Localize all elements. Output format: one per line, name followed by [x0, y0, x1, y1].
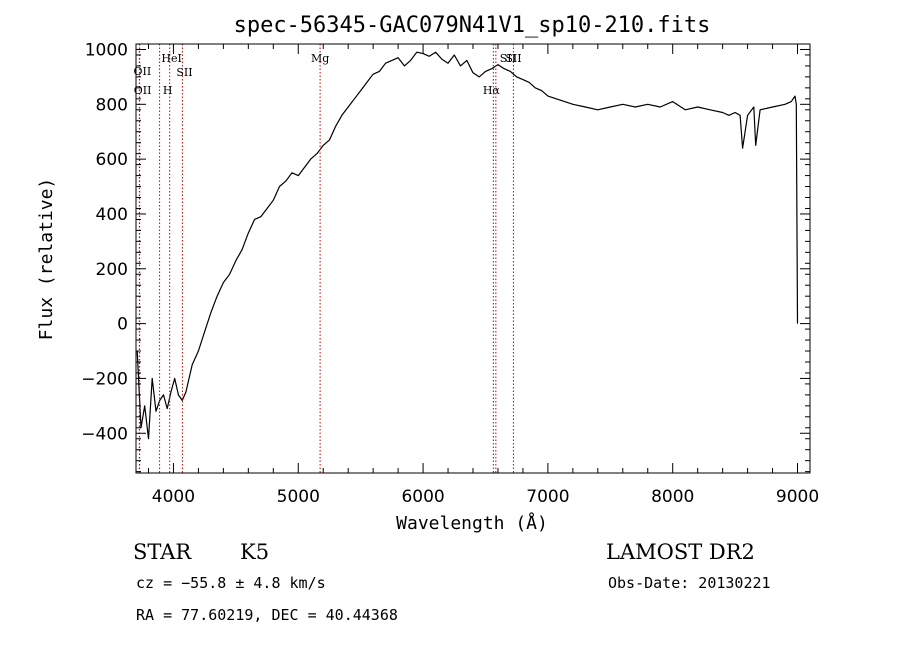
spectral-line-label: OII: [134, 84, 152, 97]
x-tick-label: 7000: [526, 487, 569, 507]
spectral-line-label: Hα: [483, 84, 501, 97]
y-tick-label: 600: [96, 150, 128, 170]
chart-title: spec-56345-GAC079N41V1_sp10-210.fits: [234, 13, 711, 38]
x-tick-label: 4000: [152, 487, 195, 507]
x-axis: 4000 5000 6000 7000 8000 9000: [147, 44, 819, 507]
y-tick-label: 1000: [85, 40, 128, 60]
object-class: STAR: [133, 540, 192, 564]
y-tick-label: 0: [117, 315, 128, 335]
y-tick-label: 200: [96, 260, 128, 280]
spectral-line-label: HeI: [161, 52, 181, 65]
spectral-line-label: SII: [505, 52, 521, 65]
spectral-line-label: H: [163, 84, 173, 97]
y-tick-label: −400: [81, 424, 128, 444]
series-layer: [136, 51, 799, 440]
x-tick-label: 8000: [651, 487, 694, 507]
spectral-line-label: SII: [500, 52, 516, 65]
x-tick-label: 9000: [776, 487, 819, 507]
y-axis-label: Flux (relative): [36, 178, 57, 341]
y-axis: −400 −200 0 200 400 600 800 1000: [81, 40, 810, 473]
coordinates-text: RA = 77.60219, DEC = 40.44368: [136, 606, 398, 624]
spectral-line-label: OII: [134, 65, 152, 78]
x-tick-label: 6000: [401, 487, 444, 507]
x-tick-label: 5000: [277, 487, 320, 507]
y-tick-label: 400: [96, 205, 128, 225]
obs-date: Obs-Date: 20130221: [608, 574, 771, 592]
spectral-line-label: Mg: [311, 52, 329, 65]
y-tick-label: 800: [96, 95, 128, 115]
x-axis-label: Wavelength (Å): [396, 512, 548, 534]
spectral-line-label: SII: [176, 66, 192, 79]
object-subclass: K5: [240, 540, 269, 564]
y-tick-label: −200: [81, 369, 128, 389]
survey-name: LAMOST DR2: [606, 540, 755, 564]
spectrum-series-line: [136, 51, 799, 440]
velocity-text: cz = −55.8 ± 4.8 km/s: [136, 574, 326, 592]
